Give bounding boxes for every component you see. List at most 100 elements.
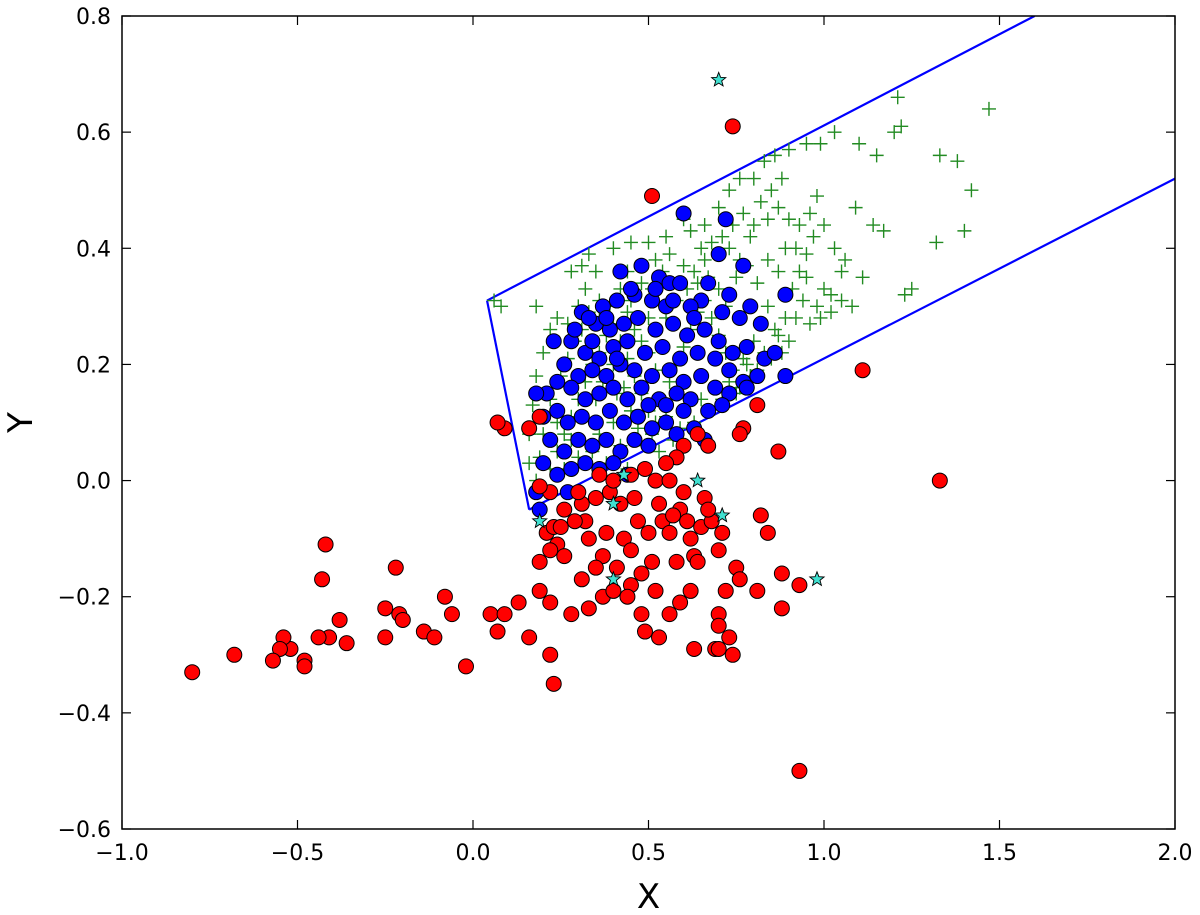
plus-point — [848, 200, 863, 215]
circle-point — [707, 379, 724, 396]
circle-point — [749, 397, 766, 414]
circle-point — [682, 582, 699, 599]
circle-point — [598, 368, 615, 385]
circle-point — [672, 350, 689, 367]
plus-point — [771, 328, 786, 343]
plus-point — [852, 136, 867, 151]
circle-point — [622, 280, 639, 297]
circle-point — [679, 513, 696, 530]
plus-point — [778, 241, 793, 256]
circle-point — [580, 530, 597, 547]
plus-point — [729, 270, 744, 285]
circle-point — [689, 426, 706, 443]
circle-point — [587, 559, 604, 576]
boundary-upper-line — [486, 16, 1036, 302]
circle-point — [647, 321, 664, 338]
circle-point — [682, 391, 699, 408]
circle-point — [552, 519, 569, 536]
circle-point — [598, 524, 615, 541]
circle-point — [264, 652, 281, 669]
y-tick-label: 0.0 — [76, 470, 111, 495]
axis-labels: X Y — [1, 412, 660, 915]
star-point — [615, 466, 633, 482]
circle-point — [489, 414, 506, 431]
x-tick-label: −1.0 — [95, 841, 148, 866]
circle-point — [717, 582, 734, 599]
plus-point — [704, 235, 719, 250]
x-tick-label: 1.0 — [807, 841, 842, 866]
circle-point — [584, 362, 601, 379]
plus-point — [964, 183, 979, 198]
plus-point — [536, 345, 551, 360]
circle-point — [615, 315, 632, 332]
circle-point — [591, 350, 608, 367]
plus-point — [904, 281, 919, 296]
circle-point — [314, 571, 331, 588]
plus-point — [662, 247, 677, 262]
circle-point — [545, 675, 562, 692]
circle-point — [682, 530, 699, 547]
circle-point — [731, 426, 748, 443]
circle-point — [724, 344, 741, 361]
plus-point — [732, 171, 747, 186]
boundary-lower-line — [528, 177, 1175, 511]
circle-point — [700, 437, 717, 454]
plus-point — [802, 206, 817, 221]
plus-point — [981, 101, 996, 116]
y-tick-label: 0.2 — [76, 353, 111, 378]
plus-point — [574, 258, 589, 273]
circle-point — [331, 611, 348, 628]
circle-point — [689, 553, 706, 570]
circle-point — [721, 362, 738, 379]
plus-point — [771, 264, 786, 279]
plus-point — [683, 223, 698, 238]
circle-point — [542, 431, 559, 448]
boundary-left-edge — [485, 300, 531, 510]
plus-point — [792, 218, 807, 233]
circle-point — [531, 408, 548, 425]
circle-point — [608, 292, 625, 309]
star-point — [710, 71, 727, 87]
circle-point — [721, 629, 738, 646]
circle-point — [731, 571, 748, 588]
plus-point — [824, 305, 839, 320]
plus-point — [739, 357, 754, 372]
plus-point — [704, 310, 719, 325]
circle-point — [773, 565, 790, 582]
plus-point — [876, 223, 891, 238]
y-tick-label: −0.6 — [58, 818, 111, 843]
plus-point — [767, 148, 782, 163]
plus-point — [760, 252, 775, 267]
circle-point — [573, 571, 590, 588]
circle-point — [770, 443, 787, 460]
star-point — [605, 495, 622, 511]
circle-point — [647, 472, 664, 489]
circle-point — [608, 350, 625, 367]
circle-point — [661, 524, 678, 541]
circle-point — [686, 640, 703, 657]
circle-point — [633, 257, 650, 274]
x-tick-label: 0.5 — [631, 841, 666, 866]
plus-point — [750, 276, 765, 291]
series-circle-0000ff — [528, 205, 794, 518]
circle-point — [482, 606, 499, 623]
circle-point — [721, 286, 738, 303]
circle-point — [640, 524, 657, 541]
circle-point — [777, 286, 794, 303]
plus-point — [697, 252, 712, 267]
circle-point — [668, 553, 685, 570]
circle-point — [542, 646, 559, 663]
circle-point — [644, 553, 661, 570]
circle-point — [724, 118, 741, 135]
circle-point — [636, 623, 653, 640]
circle-point — [549, 402, 566, 419]
circle-point — [612, 443, 629, 460]
circle-point — [317, 536, 334, 553]
plus-point — [781, 334, 796, 349]
circle-point — [640, 437, 657, 454]
circle-point — [615, 414, 632, 431]
plus-point — [838, 252, 853, 267]
boundary-lines — [485, 16, 1175, 511]
circle-point — [563, 379, 580, 396]
plus-point — [813, 310, 828, 325]
